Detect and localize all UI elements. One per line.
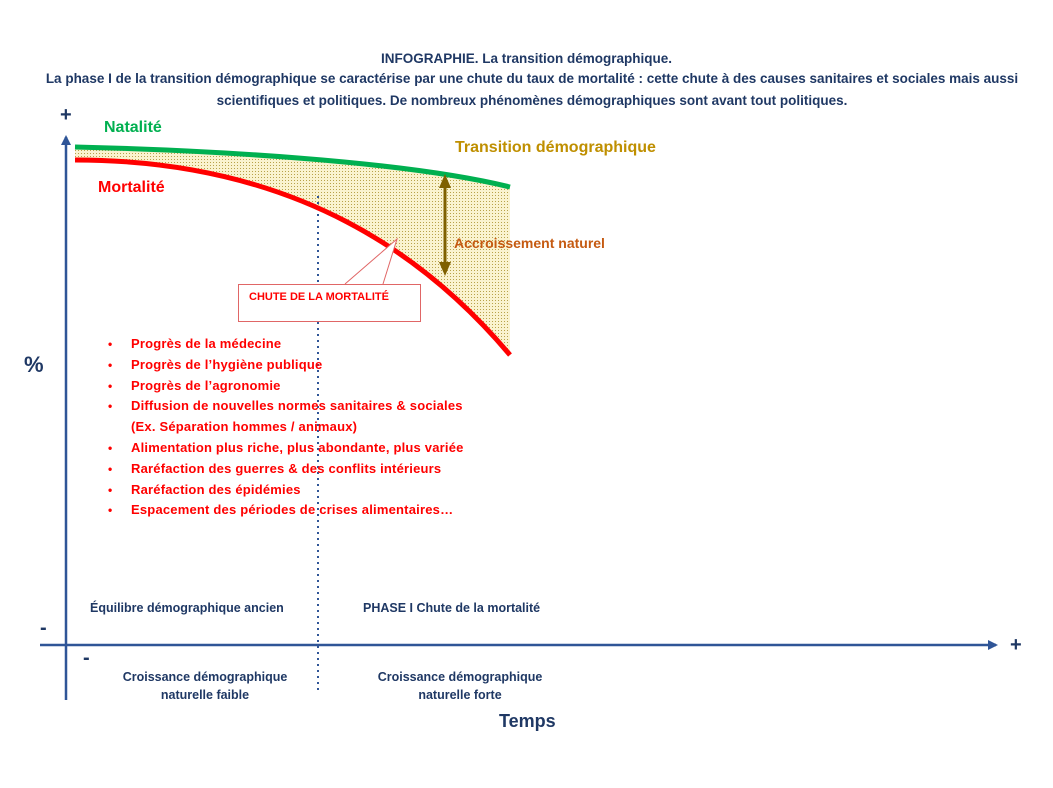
callout-pointer xyxy=(344,237,398,285)
accroissement-label: Accroissement naturel xyxy=(454,235,605,251)
list-item: • Alimentation plus riche, plus abondante… xyxy=(108,439,464,455)
y-axis-label: % xyxy=(24,352,44,377)
x-axis-plus: + xyxy=(1010,634,1022,656)
y-axis-minus: - xyxy=(40,617,47,639)
y-axis-plus: + xyxy=(60,104,72,126)
growth-high-label: Croissance démographique naturelle forte xyxy=(377,670,543,702)
phase-0-label: Équilibre démographique ancien xyxy=(90,601,284,615)
list-item: • Raréfaction des guerres & des conflits … xyxy=(108,460,442,476)
natural-increase-area xyxy=(75,147,510,355)
mortalite-curve xyxy=(74,157,512,357)
accroissement-arrow-top xyxy=(439,174,451,188)
x-axis-minus: - xyxy=(83,647,90,669)
list-item: • Diffusion de nouvelles normes sanitaire… xyxy=(108,398,463,414)
growth-low-label: Croissance démographique naturelle faibl… xyxy=(122,670,288,702)
list-item: • Progrès de l’agronomie xyxy=(108,377,281,393)
x-axis-label: Temps xyxy=(499,711,556,731)
mortality-factors-list: • Progrès de la médecine • Progrès de l’hy… xyxy=(108,334,464,521)
list-item: • Espacement des périodes de crises alime… xyxy=(108,502,454,518)
list-item: • Raréfaction des épidémies xyxy=(108,481,301,497)
accroissement-arrow-bottom xyxy=(439,262,451,276)
list-item: • Progrès de la médecine xyxy=(108,336,282,351)
infographic-title: INFOGRAPHIE. La transition démographique… xyxy=(380,51,673,66)
mortalite-label: Mortalité xyxy=(98,179,165,196)
natalite-curve xyxy=(74,144,511,190)
mortality-drop-callout: CHUTE DE LA MORTALITÉ xyxy=(238,284,421,322)
list-item: (Ex. Séparation hommes / animaux) xyxy=(131,419,358,435)
infographic-subtitle: La phase I de la transition démographiqu… xyxy=(45,71,1019,108)
natalite-label: Natalité xyxy=(104,119,162,136)
list-item: • Progrès de l’hygiène publique xyxy=(108,356,323,372)
transition-label: Transition démographique xyxy=(455,139,656,156)
phase-1-label: PHASE I Chute de la mortalité xyxy=(363,601,541,615)
